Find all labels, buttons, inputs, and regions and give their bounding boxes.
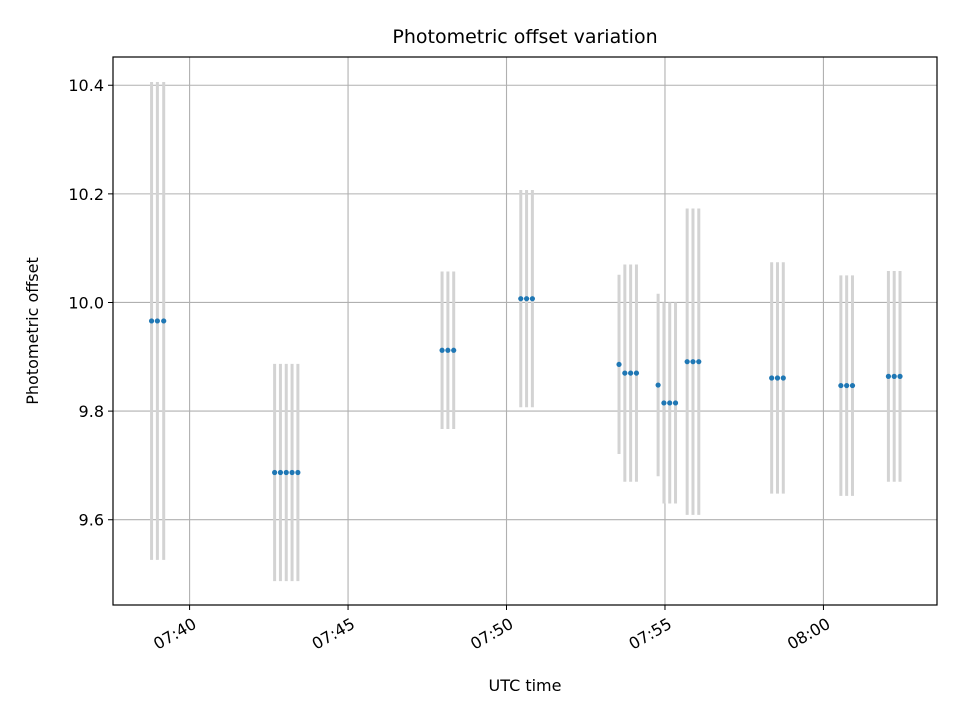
data-point bbox=[633, 370, 640, 376]
y-tick-label: 9.8 bbox=[79, 402, 104, 421]
data-point bbox=[277, 469, 284, 476]
y-tick-label: 10.2 bbox=[68, 185, 104, 204]
data-point bbox=[672, 400, 679, 406]
data-point bbox=[445, 347, 451, 353]
y-tick-label: 10.0 bbox=[68, 293, 104, 312]
y-ticks: 9.6 9.8 10.0 10.2 10.4 bbox=[68, 76, 113, 530]
data-point bbox=[844, 382, 850, 389]
data-point bbox=[774, 375, 781, 381]
data-point bbox=[628, 370, 634, 376]
data-point bbox=[523, 296, 530, 302]
markers bbox=[148, 296, 903, 476]
data-point bbox=[838, 382, 844, 389]
data-point bbox=[891, 373, 897, 379]
data-point bbox=[667, 400, 673, 406]
data-point bbox=[684, 359, 690, 365]
data-point bbox=[661, 400, 667, 406]
data-point bbox=[272, 469, 278, 476]
data-point bbox=[616, 361, 622, 368]
plot-frame bbox=[112, 56, 938, 606]
data-point bbox=[655, 382, 661, 388]
chart-title: Photometric offset variation bbox=[392, 26, 657, 48]
y-tick-label: 9.6 bbox=[79, 511, 104, 530]
data-point bbox=[439, 347, 445, 353]
data-point bbox=[780, 375, 786, 381]
data-point bbox=[885, 373, 892, 379]
y-axis-label: Photometric offset bbox=[23, 257, 42, 405]
data-point bbox=[897, 373, 903, 379]
data-point bbox=[154, 318, 160, 324]
data-point bbox=[148, 318, 155, 324]
data-point bbox=[283, 469, 289, 476]
data-point bbox=[529, 296, 535, 302]
data-point bbox=[289, 469, 295, 476]
data-point bbox=[161, 318, 167, 324]
data-point bbox=[451, 347, 457, 353]
data-point bbox=[849, 382, 856, 389]
y-tick-label: 10.4 bbox=[68, 76, 104, 95]
x-axis-label: UTC time bbox=[489, 676, 562, 695]
data-point bbox=[295, 469, 301, 476]
data-point bbox=[769, 375, 775, 381]
data-point bbox=[696, 359, 702, 365]
grid bbox=[113, 57, 937, 605]
data-point bbox=[690, 359, 696, 365]
data-point bbox=[622, 370, 628, 376]
data-point bbox=[518, 296, 524, 302]
